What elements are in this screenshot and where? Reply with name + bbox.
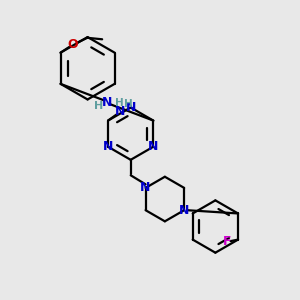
Text: H: H bbox=[124, 99, 132, 109]
Text: N: N bbox=[179, 204, 189, 217]
Text: N: N bbox=[140, 182, 151, 194]
Text: N: N bbox=[148, 140, 158, 153]
Text: N: N bbox=[115, 105, 126, 118]
Text: O: O bbox=[68, 38, 78, 51]
Text: H: H bbox=[94, 101, 104, 111]
Text: N: N bbox=[125, 101, 136, 114]
Text: N: N bbox=[103, 140, 113, 153]
Text: H: H bbox=[115, 98, 123, 108]
Text: N: N bbox=[102, 96, 112, 109]
Text: F: F bbox=[223, 235, 231, 248]
